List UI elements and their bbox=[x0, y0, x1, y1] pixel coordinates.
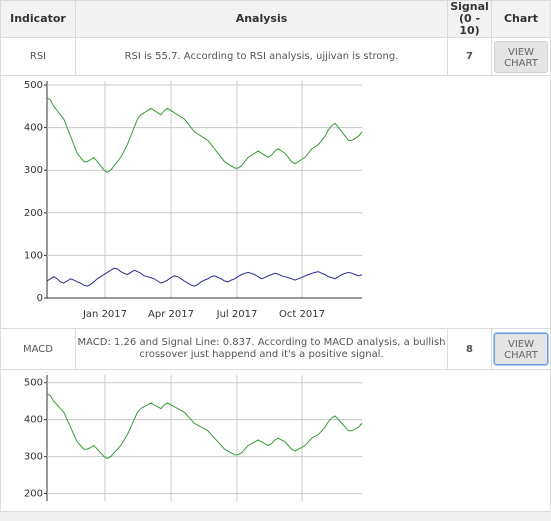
table-row-macd: MACD MACD: 1.26 and Signal Line: 0.837. … bbox=[0, 328, 551, 370]
y-tick-label: 500 bbox=[24, 80, 43, 91]
y-tick-label: 0 bbox=[37, 293, 43, 304]
y-tick-label: 200 bbox=[24, 208, 43, 219]
price-series-line bbox=[46, 97, 363, 173]
chart-cell-rsi: 0 100 200 300 400 500 Jan 2017 Apr 2017 Jul 2017… bbox=[0, 75, 551, 329]
chart-row-macd: 200 300 400 500 bbox=[0, 369, 551, 517]
view-chart-button-rsi[interactable]: VIEW CHART bbox=[494, 40, 548, 73]
indicator-name: RSI bbox=[0, 37, 76, 76]
x-tick-label: Jul 2017 bbox=[216, 309, 258, 320]
chart-cell: VIEW CHART bbox=[491, 328, 551, 370]
signal-value: 7 bbox=[447, 37, 492, 76]
view-chart-button-macd[interactable]: VIEW CHART bbox=[494, 333, 548, 365]
chart-cell-macd: 200 300 400 500 bbox=[0, 369, 551, 517]
y-tick-label: 300 bbox=[24, 452, 43, 463]
table-header-row: Indicator Analysis Signal (0 - 10) Chart bbox=[0, 0, 551, 38]
macd-price-chart: 200 300 400 500 bbox=[24, 375, 363, 501]
y-tick-label: 500 bbox=[24, 378, 43, 389]
indicator-name: MACD bbox=[0, 328, 76, 370]
x-tick-label: Jan 2017 bbox=[82, 309, 127, 320]
header-chart: Chart bbox=[491, 0, 551, 38]
header-signal: Signal (0 - 10) bbox=[447, 0, 492, 38]
signal-value: 8 bbox=[447, 328, 492, 370]
y-tick-label: 400 bbox=[24, 415, 43, 426]
x-tick-label: Apr 2017 bbox=[148, 309, 194, 320]
y-tick-label: 400 bbox=[24, 123, 43, 134]
analysis-text: RSI is 55.7. According to RSI analysis, … bbox=[75, 37, 448, 76]
header-analysis: Analysis bbox=[75, 0, 448, 38]
chart-cell: VIEW CHART bbox=[491, 37, 551, 76]
x-tick-label: Oct 2017 bbox=[279, 309, 325, 320]
rsi-price-chart: 0 100 200 300 400 500 Jan 2017 Apr 2017 Jul 2017… bbox=[24, 80, 363, 320]
analysis-text: MACD: 1.26 and Signal Line: 0.837. Accor… bbox=[75, 328, 448, 370]
header-signal-line1: Signal bbox=[450, 0, 489, 13]
y-tick-label: 200 bbox=[24, 489, 43, 500]
chart-row-rsi: 0 100 200 300 400 500 Jan 2017 Apr 2017 Jul 2017… bbox=[0, 75, 551, 329]
bottom-scroll-bar bbox=[0, 511, 551, 521]
price-series-line bbox=[46, 393, 363, 460]
y-tick-label: 100 bbox=[24, 250, 43, 261]
table-row-rsi: RSI RSI is 55.7. According to RSI analys… bbox=[0, 37, 551, 76]
rsi-series-line bbox=[46, 267, 363, 287]
y-tick-label: 300 bbox=[24, 165, 43, 176]
header-indicator: Indicator bbox=[0, 0, 76, 38]
header-signal-line2: (0 - 10) bbox=[458, 12, 481, 37]
